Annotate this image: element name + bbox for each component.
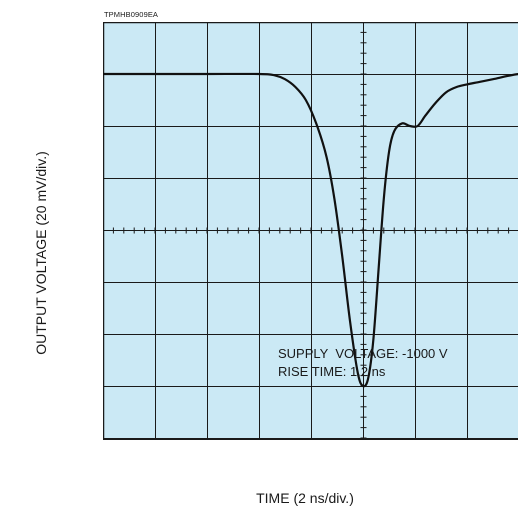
- oscilloscope-plot: [103, 22, 518, 440]
- signal-trace: [103, 72, 518, 388]
- rise-time-text: RISE TIME: 1.2 ns: [278, 364, 386, 379]
- measurement-note: SUPPLY VOLTAGE: -1000 V RISE TIME: 1.2 n…: [278, 345, 448, 381]
- supply-voltage-text: SUPPLY VOLTAGE: -1000 V: [278, 346, 448, 361]
- figure-code: TPMHB0909EA: [104, 10, 159, 19]
- y-axis-label: OUTPUT VOLTAGE (20 mV/div.): [33, 151, 49, 355]
- x-axis-label: TIME (2 ns/div.): [256, 490, 354, 506]
